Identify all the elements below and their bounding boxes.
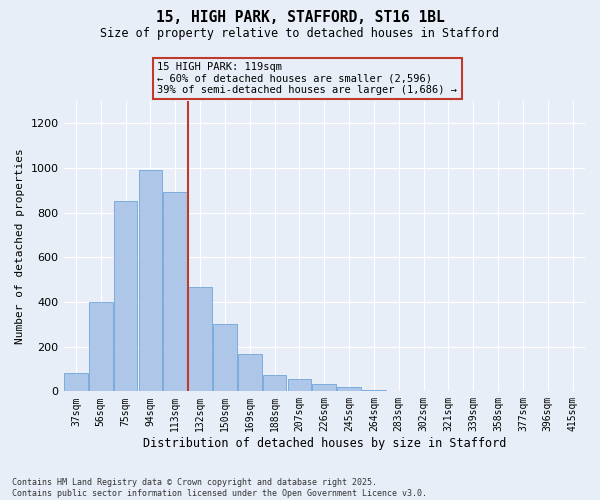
Bar [163,192,187,392]
X-axis label: Distribution of detached houses by size in Stafford: Distribution of detached houses by size … [143,437,506,450]
Y-axis label: Number of detached properties: Number of detached properties [15,148,25,344]
Bar [64,374,88,392]
Text: Contains HM Land Registry data © Crown copyright and database right 2025.
Contai: Contains HM Land Registry data © Crown c… [12,478,427,498]
Bar [362,390,386,392]
Text: 15 HIGH PARK: 119sqm
← 60% of detached houses are smaller (2,596)
39% of semi-de: 15 HIGH PARK: 119sqm ← 60% of detached h… [157,62,457,95]
Bar [263,374,286,392]
Bar [188,288,212,392]
Bar [287,379,311,392]
Bar [213,324,237,392]
Bar [139,170,162,392]
Bar [114,202,137,392]
Text: 15, HIGH PARK, STAFFORD, ST16 1BL: 15, HIGH PARK, STAFFORD, ST16 1BL [155,10,445,25]
Bar [337,388,361,392]
Bar [238,354,262,392]
Bar [313,384,336,392]
Text: Size of property relative to detached houses in Stafford: Size of property relative to detached ho… [101,28,499,40]
Bar [89,302,113,392]
